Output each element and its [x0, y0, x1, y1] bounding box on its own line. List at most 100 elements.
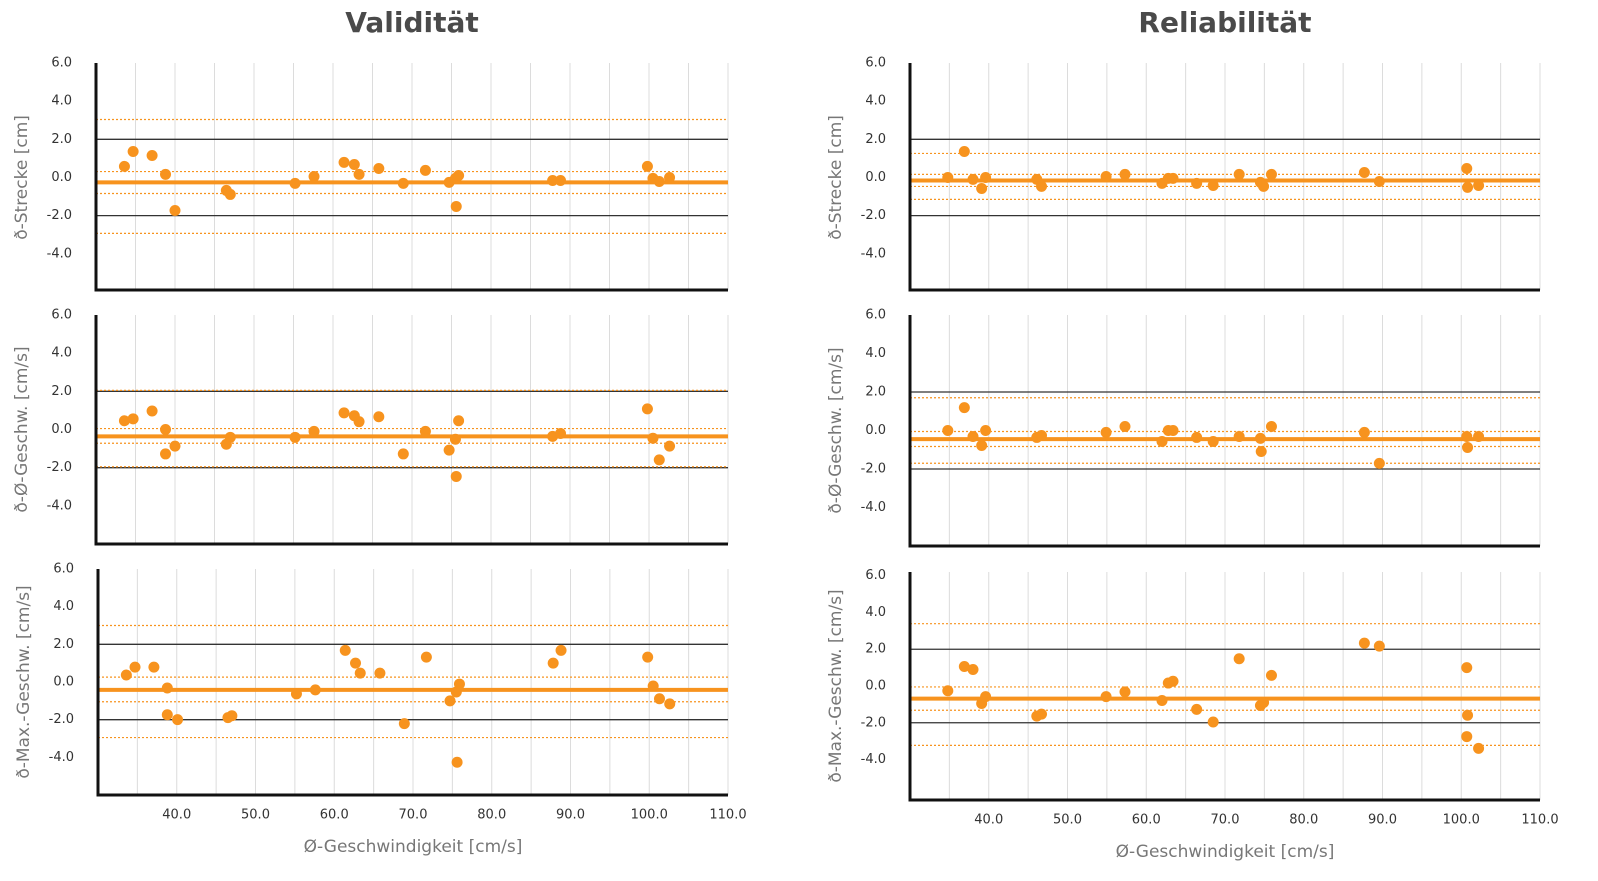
y-tick-label: 2.0	[865, 132, 886, 147]
y-axis-label: ð-Ø-Geschw. [cm/s]	[12, 346, 32, 512]
y-tick-label: -2.0	[47, 208, 72, 223]
point	[647, 680, 659, 692]
point	[1473, 179, 1485, 191]
point	[354, 667, 366, 679]
point	[373, 411, 385, 423]
point	[290, 688, 302, 700]
point	[353, 168, 365, 180]
point	[338, 156, 350, 168]
x-tick-label: 40.0	[974, 813, 1003, 828]
point	[397, 448, 409, 460]
y-axis-label: ð-Max.-Geschw. [cm/s]	[826, 589, 846, 782]
point	[161, 709, 173, 721]
point	[1036, 180, 1048, 192]
y-tick-label: -2.0	[49, 712, 74, 727]
point	[146, 405, 158, 417]
point	[1119, 420, 1131, 432]
y-tick-label: 0.0	[865, 170, 886, 185]
x-tick-label: 100.0	[1443, 813, 1480, 828]
point	[653, 454, 665, 466]
point	[1100, 171, 1112, 182]
point	[1191, 703, 1203, 715]
point	[348, 158, 360, 170]
point	[1462, 441, 1474, 453]
x-tick-label: 100.0	[631, 808, 668, 823]
y-tick-label: -2.0	[861, 208, 886, 223]
x-tick-label: 50.0	[1053, 813, 1082, 828]
y-tick-label: 0.0	[51, 170, 72, 185]
point	[450, 470, 462, 482]
point	[443, 444, 455, 456]
point	[226, 710, 238, 722]
y-tick-label: -4.0	[49, 750, 74, 765]
point	[980, 425, 992, 436]
y-tick-label: -4.0	[861, 500, 886, 515]
point	[653, 693, 665, 705]
point	[453, 170, 465, 182]
point	[980, 171, 992, 183]
point	[1462, 181, 1474, 193]
point	[419, 425, 431, 437]
y-axis-label: ð-Strecke [cm]	[12, 115, 32, 240]
point	[664, 171, 676, 183]
point	[1036, 708, 1048, 720]
point	[169, 204, 181, 216]
point	[1265, 669, 1277, 681]
point	[160, 168, 172, 180]
point	[958, 402, 970, 414]
y-axis-label: ð-Ø-Geschw. [cm/s]	[826, 347, 846, 513]
point	[547, 175, 559, 187]
x-tick-label: 60.0	[320, 808, 349, 823]
point	[444, 695, 456, 707]
point	[1462, 709, 1474, 721]
point	[1373, 175, 1385, 187]
point	[976, 440, 988, 452]
y-tick-label: -4.0	[47, 246, 72, 261]
point	[1258, 697, 1270, 709]
point	[350, 657, 362, 669]
y-tick-label: 6.0	[865, 308, 886, 323]
point	[419, 164, 431, 176]
x-tick-label: 70.0	[1211, 813, 1240, 828]
y-tick-label: -2.0	[861, 715, 886, 730]
point	[1358, 166, 1370, 178]
y-tick-label: -4.0	[861, 246, 886, 261]
point	[1265, 168, 1277, 180]
y-tick-label: 2.0	[53, 637, 74, 652]
point	[958, 146, 970, 158]
point	[449, 433, 461, 445]
y-tick-label: 2.0	[51, 384, 72, 399]
y-tick-label: 0.0	[865, 423, 886, 438]
point	[1461, 662, 1473, 674]
y-tick-label: 2.0	[865, 385, 886, 400]
column-title: Reliabilität	[1138, 6, 1311, 39]
y-tick-label: 0.0	[51, 422, 72, 437]
point	[1156, 435, 1168, 447]
x-tick-label: 80.0	[477, 808, 506, 823]
point	[146, 150, 158, 162]
y-tick-label: 4.0	[53, 599, 74, 614]
point	[555, 175, 567, 187]
point	[1119, 686, 1131, 698]
point	[127, 413, 139, 425]
x-tick-label: 50.0	[241, 808, 270, 823]
point	[1265, 420, 1277, 432]
point	[653, 175, 665, 187]
point	[1358, 426, 1370, 438]
y-tick-label: -2.0	[861, 462, 886, 477]
point	[1233, 653, 1245, 665]
point	[160, 424, 172, 435]
point	[942, 425, 954, 436]
point	[942, 685, 954, 697]
point	[1233, 430, 1245, 442]
y-tick-label: 6.0	[53, 562, 74, 577]
point	[420, 651, 432, 663]
point	[148, 661, 160, 673]
point	[1461, 430, 1473, 442]
point	[967, 173, 979, 185]
point	[224, 188, 236, 200]
point	[453, 415, 465, 427]
point	[1255, 445, 1267, 457]
y-tick-label: 2.0	[51, 132, 72, 147]
point	[1373, 457, 1385, 469]
